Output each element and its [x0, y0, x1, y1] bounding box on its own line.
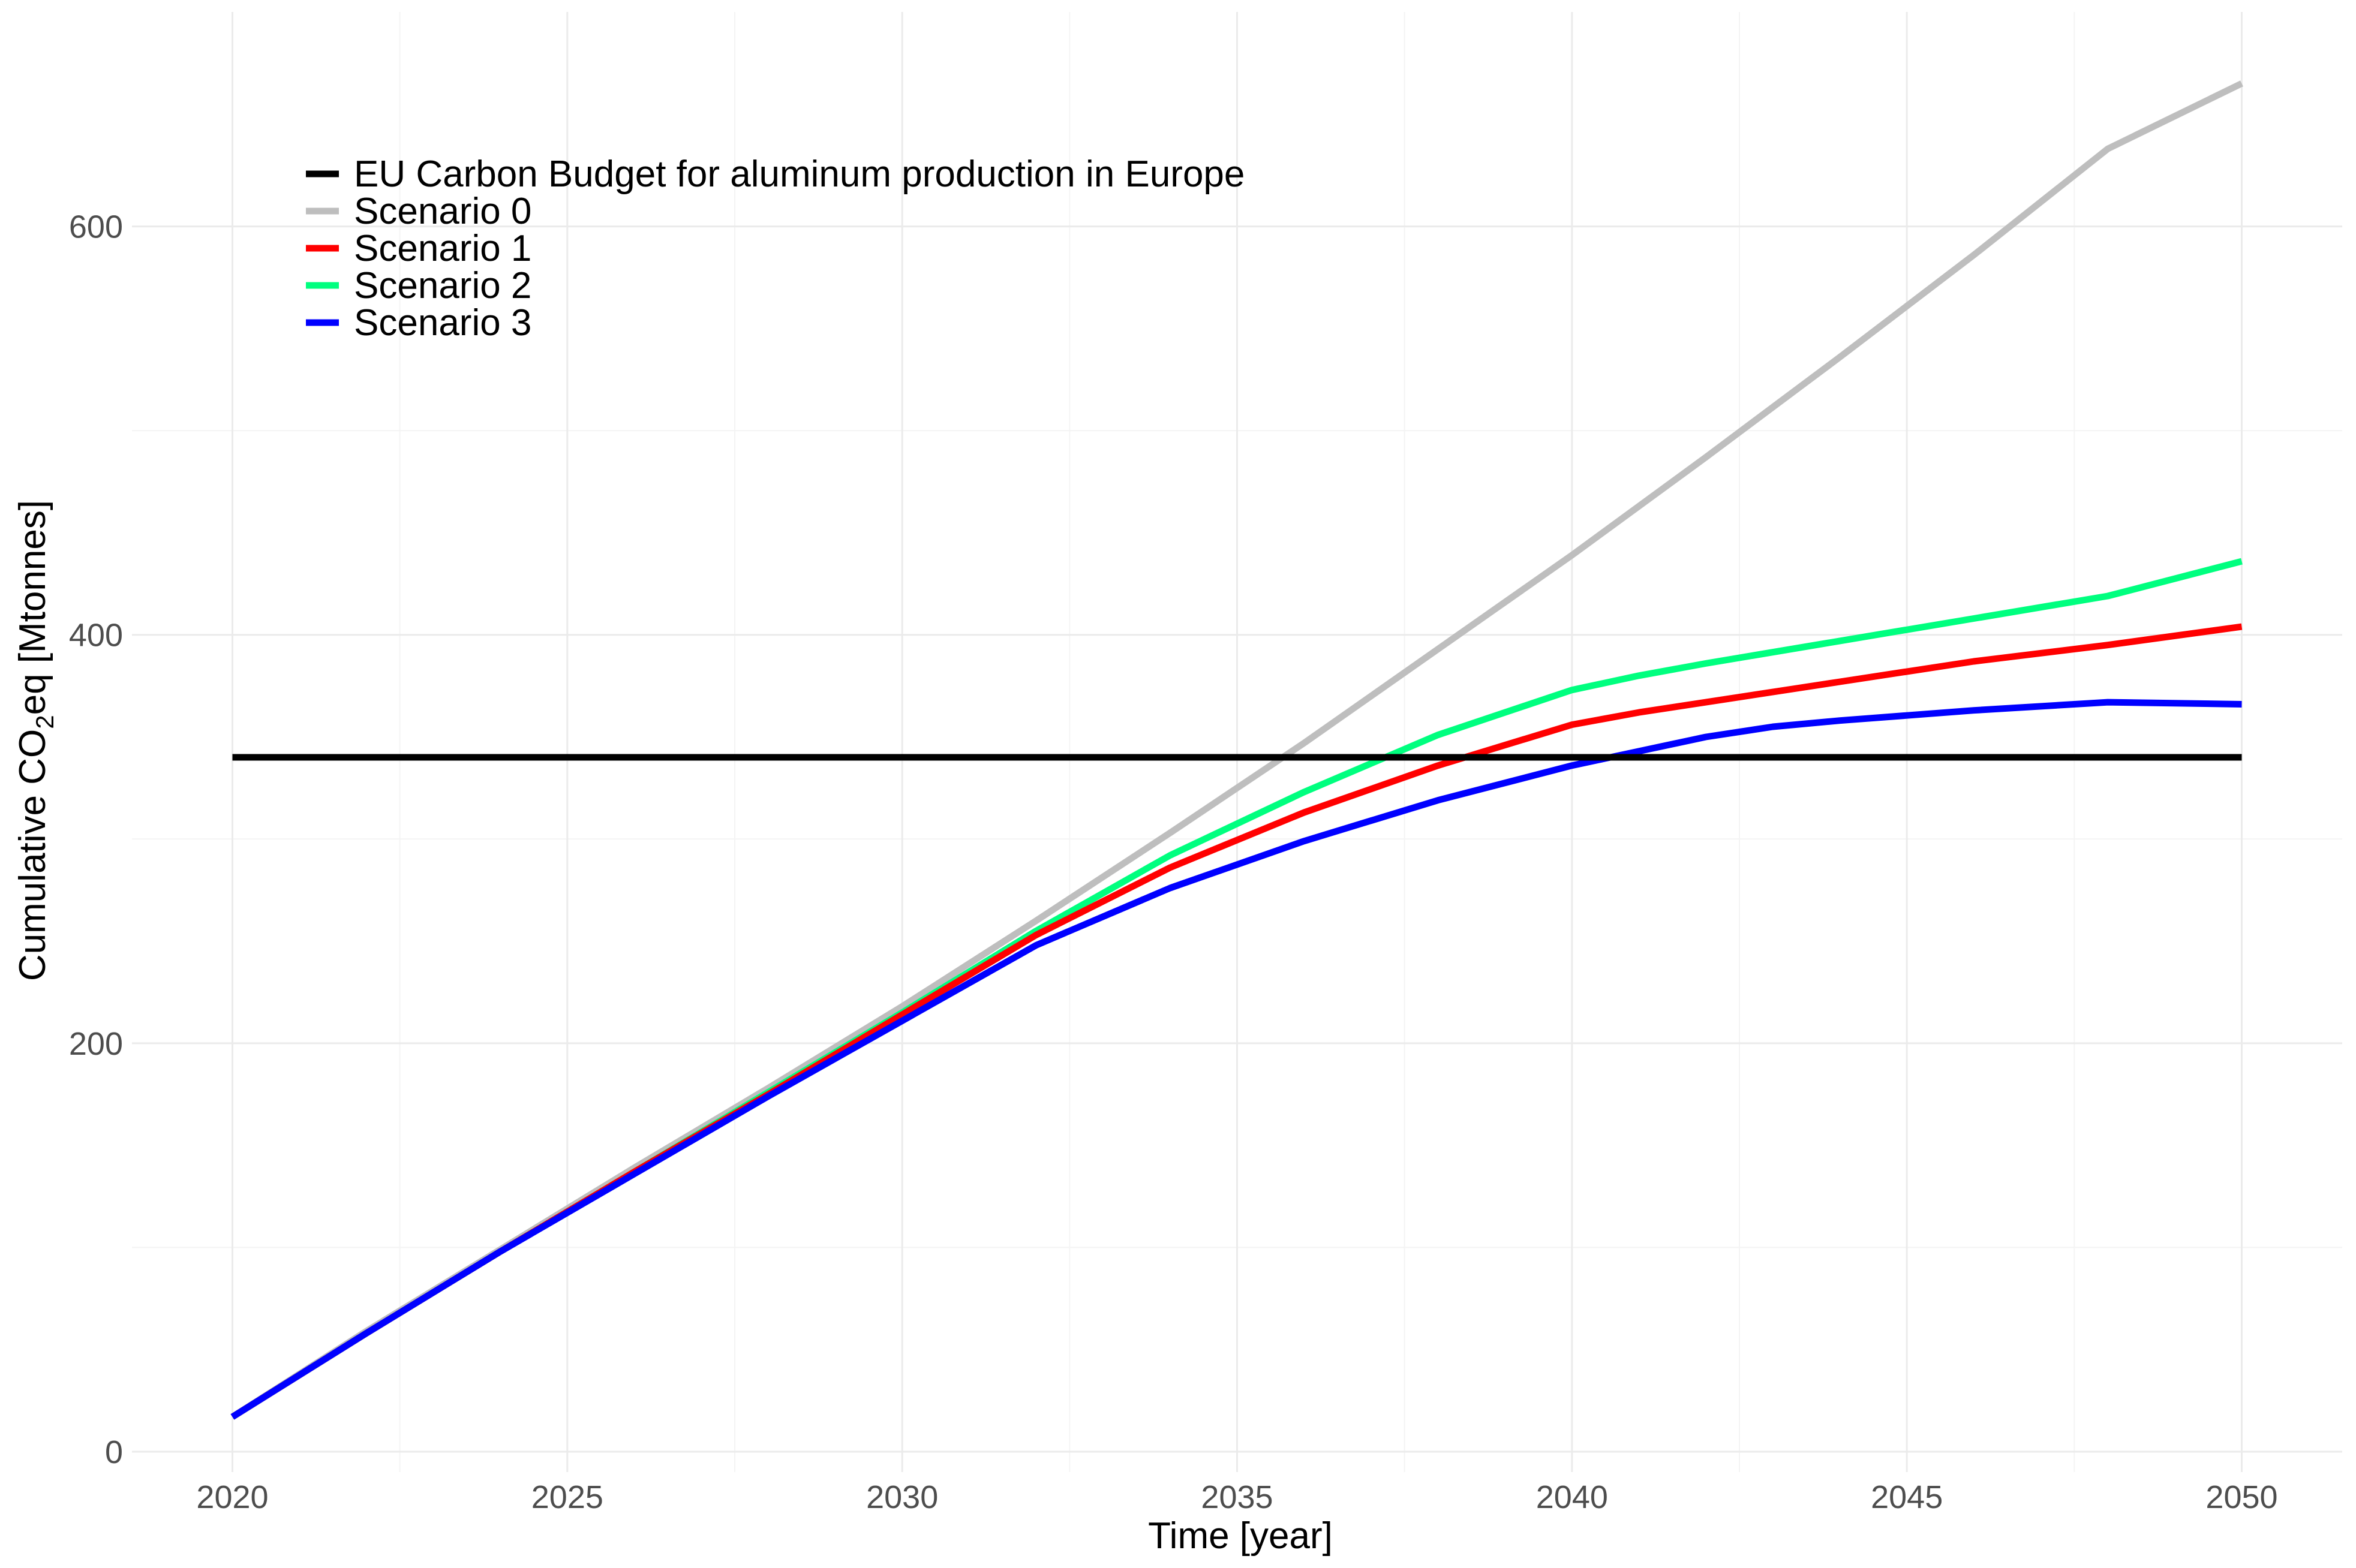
tick-labels: 2020 2025 2030 2035 2040 2045 2050 0 200 400 600 [69, 209, 2278, 1515]
y-tick-label: 0 [105, 1434, 123, 1470]
y-tick-label: 200 [69, 1026, 123, 1062]
grid [132, 12, 2342, 1472]
x-tick-label: 2020 [196, 1479, 268, 1515]
x-tick-label: 2040 [1536, 1479, 1608, 1515]
legend-label-3: Scenario 2 [354, 265, 531, 306]
y-tick-label: 600 [69, 209, 123, 245]
x-tick-label: 2025 [531, 1479, 603, 1515]
legend-label-2: Scenario 1 [354, 228, 531, 269]
y-tick-label: 400 [69, 618, 123, 654]
legend-label-4: Scenario 3 [354, 302, 531, 344]
series-lines [230, 80, 2243, 1420]
y-axis-title-suffix: eq [Mtonnes] [12, 500, 53, 715]
legend-label-0: EU Carbon Budget for aluminum production… [354, 154, 1245, 195]
legend-label-1: Scenario 0 [354, 191, 531, 232]
y-axis-title-prefix: Cumulative CO [12, 729, 53, 981]
y-axis-title: Cumulative CO2eq [Mtonnes] [12, 500, 59, 981]
x-tick-label: 2030 [866, 1479, 938, 1515]
legend: EU Carbon Budget for aluminum production… [306, 154, 1245, 344]
x-tick-label: 2050 [2205, 1479, 2277, 1515]
series-line-4 [230, 699, 2242, 1420]
y-axis-title-subscript: 2 [31, 715, 59, 729]
x-axis-title: Time [year] [1148, 1515, 1333, 1557]
x-tick-label: 2035 [1201, 1479, 1273, 1515]
x-tick-label: 2045 [1871, 1479, 1943, 1515]
